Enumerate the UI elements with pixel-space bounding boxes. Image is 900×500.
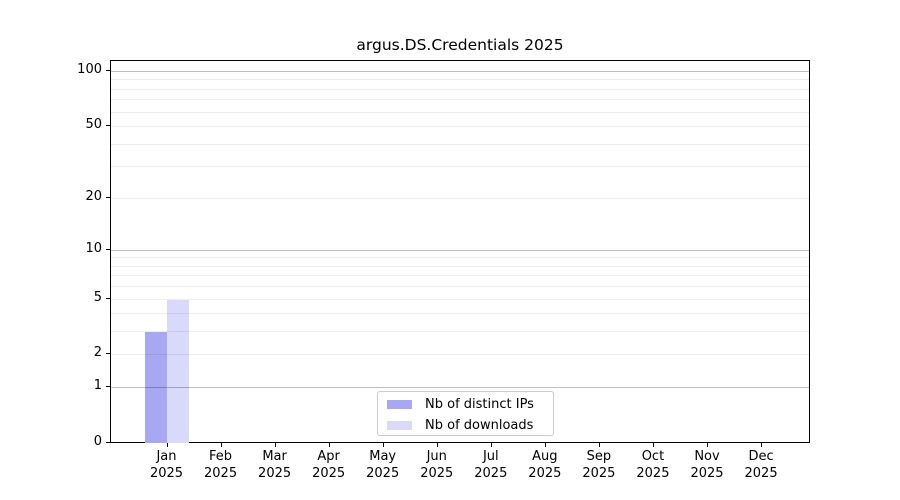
- y-tick-label: 100: [77, 62, 102, 78]
- y-gridline-major: [111, 387, 809, 389]
- y-gridline-minor: [111, 197, 809, 199]
- x-tick-year: 2025: [744, 466, 778, 481]
- y-tick-mark: [106, 353, 110, 355]
- x-tick-month: Aug: [532, 449, 558, 464]
- y-tick-mark: [106, 386, 110, 388]
- x-tick-year: 2025: [204, 466, 238, 481]
- x-tick-year: 2025: [690, 466, 724, 481]
- y-tick-mark: [106, 442, 110, 443]
- x-tick-mark: [274, 443, 276, 447]
- y-gridline-minor: [111, 354, 809, 356]
- bar-distinct-ips: [144, 332, 167, 443]
- x-tick-label: Aug 2025: [517, 448, 573, 482]
- y-gridline-minor: [111, 275, 809, 277]
- legend-row: Nb of distinct IPs: [378, 394, 553, 414]
- y-tick-mark: [106, 196, 110, 198]
- x-tick-year: 2025: [312, 466, 346, 481]
- x-tick-month: Dec: [748, 449, 774, 464]
- x-tick-mark: [598, 443, 600, 447]
- x-tick-label: Apr 2025: [301, 448, 357, 482]
- y-tick-label: 2: [93, 345, 102, 361]
- x-tick-mark: [220, 443, 222, 447]
- y-gridline-minor: [111, 126, 809, 128]
- legend-label: Nb of distinct IPs: [425, 396, 534, 412]
- y-gridline-minor: [111, 298, 809, 300]
- x-tick-label: Jan 2025: [139, 448, 195, 482]
- legend-swatch-downloads: [387, 420, 412, 430]
- y-gridline-minor: [111, 88, 809, 90]
- y-gridline-major: [111, 71, 809, 73]
- legend-swatch-distinct-ips: [387, 399, 412, 409]
- x-tick-year: 2025: [636, 466, 670, 481]
- x-tick-month: Jan: [156, 449, 177, 464]
- x-tick-label: Mar 2025: [247, 448, 303, 482]
- x-tick-month: Oct: [641, 449, 665, 464]
- x-tick-label: Feb 2025: [193, 448, 249, 482]
- y-tick-mark: [106, 125, 110, 127]
- x-tick-month: Jun: [426, 449, 447, 464]
- y-gridline-minor: [111, 286, 809, 288]
- chart-title: argus.DS.Credentials 2025: [356, 36, 564, 54]
- y-gridline-minor: [111, 257, 809, 259]
- legend: Nb of distinct IPs Nb of downloads: [377, 391, 554, 436]
- y-gridline-minor: [111, 166, 809, 168]
- x-tick-year: 2025: [258, 466, 292, 481]
- x-tick-month: May: [369, 449, 397, 464]
- y-tick-label: 1: [93, 378, 102, 394]
- x-tick-month: Sep: [586, 449, 612, 464]
- y-tick-label: 50: [85, 117, 102, 133]
- y-tick-label: 5: [93, 289, 102, 305]
- x-tick-month: Mar: [262, 449, 287, 464]
- y-gridline-major: [111, 249, 809, 251]
- x-tick-mark: [761, 443, 763, 447]
- x-tick-year: 2025: [420, 466, 454, 481]
- x-tick-label: Sep 2025: [571, 448, 627, 482]
- x-tick-year: 2025: [582, 466, 616, 481]
- plot-area: [110, 60, 810, 443]
- y-tick-label: 10: [85, 240, 102, 256]
- x-tick-month: Apr: [317, 449, 340, 464]
- x-tick-year: 2025: [149, 466, 184, 481]
- y-tick-mark: [106, 248, 110, 250]
- x-tick-label: Jun 2025: [409, 448, 465, 482]
- y-gridline-minor: [111, 99, 809, 101]
- y-gridline-minor: [111, 331, 809, 333]
- y-tick-label: 20: [85, 188, 102, 204]
- x-tick-year: 2025: [474, 466, 508, 481]
- x-tick-label: Nov 2025: [679, 448, 735, 482]
- x-tick-mark: [707, 443, 708, 447]
- x-tick-mark: [166, 443, 168, 447]
- x-tick-label: Oct 2025: [625, 448, 681, 482]
- y-gridline-minor: [111, 143, 809, 145]
- legend-label: Nb of downloads: [425, 417, 534, 433]
- y-tick-mark: [106, 297, 110, 299]
- legend-row: Nb of downloads: [378, 415, 553, 435]
- y-tick-mark: [106, 70, 110, 72]
- x-tick-label: May 2025: [355, 448, 411, 482]
- y-gridline-minor: [111, 265, 809, 267]
- x-tick-year: 2025: [528, 466, 562, 481]
- y-gridline-minor: [111, 313, 809, 315]
- y-tick-label: 0: [93, 434, 102, 449]
- x-tick-mark: [436, 443, 438, 447]
- x-tick-year: 2025: [366, 466, 400, 481]
- x-tick-label: Jul 2025: [463, 448, 519, 482]
- x-tick-mark: [544, 443, 546, 447]
- y-gridline-minor: [111, 79, 809, 81]
- bar-downloads: [166, 299, 189, 443]
- x-tick-month: Nov: [694, 449, 720, 464]
- x-tick-mark: [382, 443, 384, 447]
- x-tick-label: Dec 2025: [733, 448, 789, 482]
- x-tick-mark: [652, 443, 654, 447]
- x-tick-mark: [328, 443, 330, 447]
- x-tick-month: Jul: [482, 449, 499, 464]
- y-gridline-minor: [111, 111, 809, 113]
- x-tick-mark: [490, 443, 492, 447]
- x-tick-month: Feb: [209, 449, 233, 464]
